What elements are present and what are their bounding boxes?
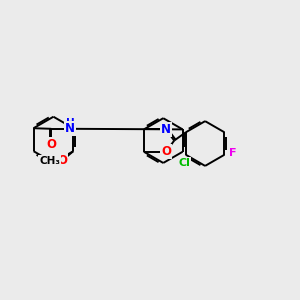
- Text: N: N: [161, 123, 171, 136]
- Text: CH₃: CH₃: [39, 156, 60, 166]
- Text: Cl: Cl: [178, 158, 190, 168]
- Text: O: O: [57, 154, 67, 167]
- Text: H: H: [66, 124, 75, 134]
- Text: F: F: [229, 148, 236, 158]
- Text: H: H: [66, 118, 75, 128]
- Text: methoxy: methoxy: [46, 160, 53, 161]
- Text: O: O: [161, 145, 171, 158]
- Text: O: O: [46, 138, 56, 151]
- Text: N: N: [65, 122, 75, 135]
